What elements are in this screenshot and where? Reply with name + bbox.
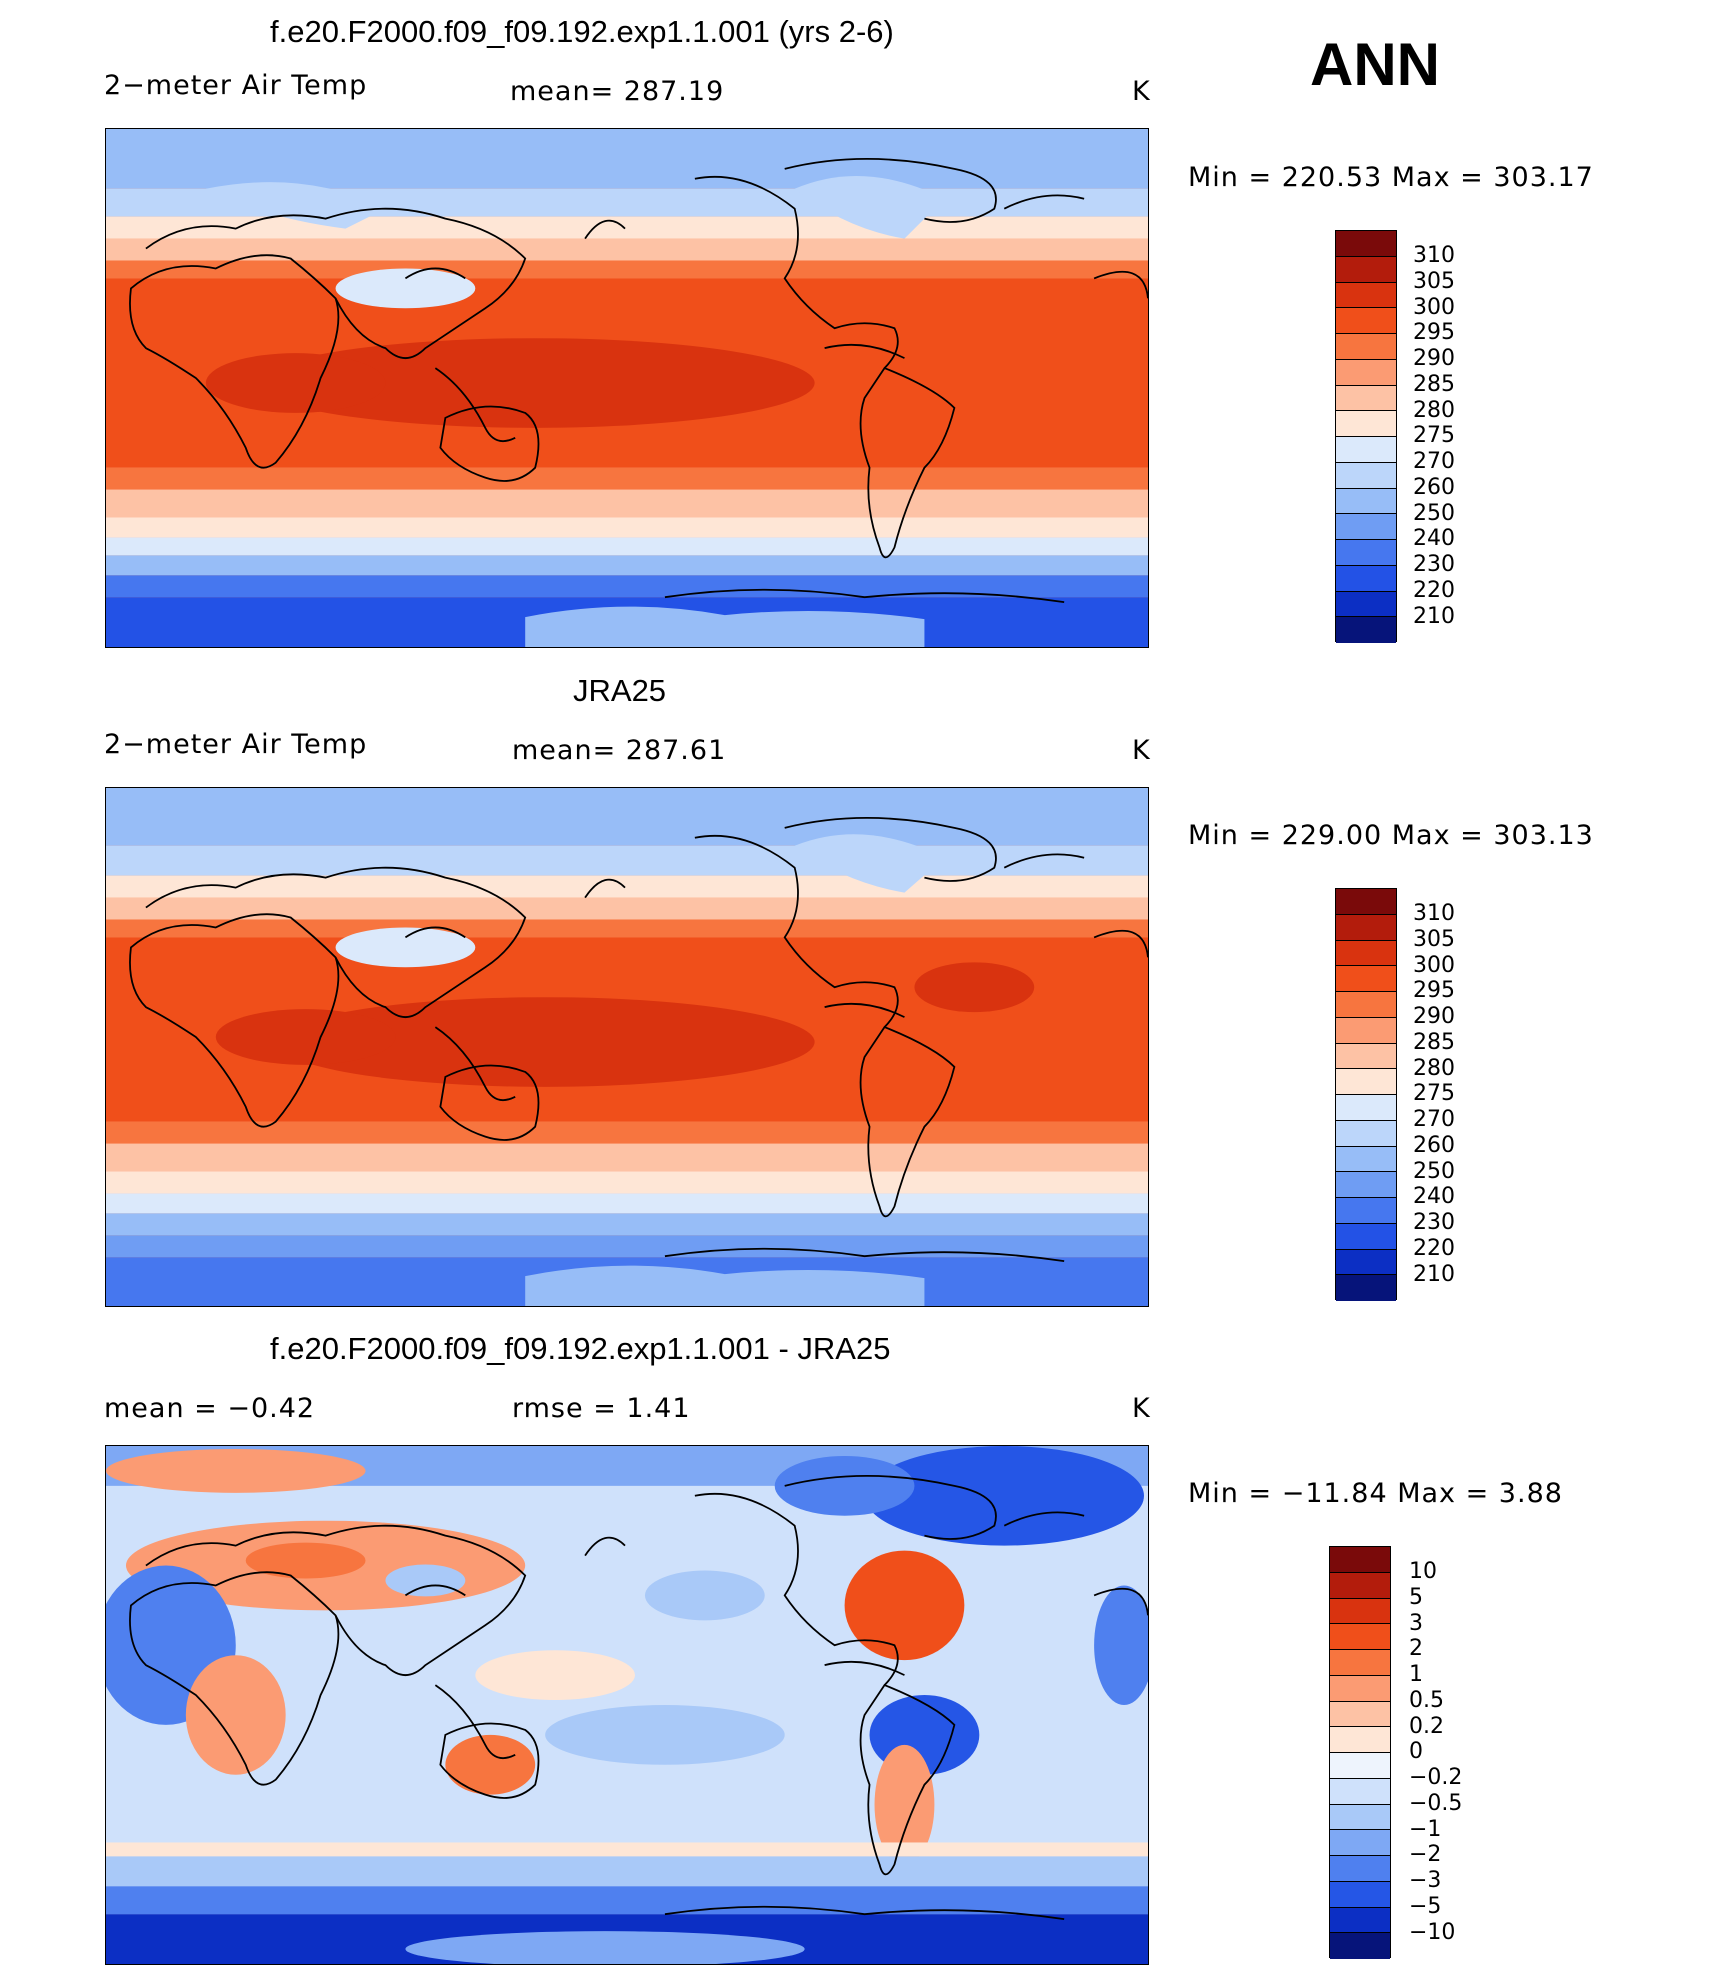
colorbar-tick: 0.2 (1409, 1714, 1444, 1739)
colorbar-tick: −10 (1409, 1920, 1456, 1945)
colorbar-tick: −0.5 (1409, 1791, 1463, 1816)
panel1-minmax-label: Min = 220.53 Max = 303.17 (1188, 162, 1594, 193)
colorbar-tick: 220 (1413, 1236, 1455, 1261)
colorbar-tick: 270 (1413, 449, 1455, 474)
panel1-units-label: K (1132, 76, 1151, 107)
panel3-units-label: K (1132, 1393, 1151, 1424)
colorbar-tick: 240 (1413, 526, 1455, 551)
panel2-minmax-label: Min = 229.00 Max = 303.13 (1188, 820, 1594, 851)
colorbar-tick: 310 (1413, 243, 1455, 268)
colorbar-tick: −0.2 (1409, 1765, 1463, 1790)
panel3-mean-label: mean = −0.42 (104, 1393, 316, 1424)
panel2-variable-label: 2−meter Air Temp (104, 729, 368, 760)
panel1-variable-label: 2−meter Air Temp (104, 70, 368, 101)
panel3-title: f.e20.F2000.f09_f09.192.exp1.1.001 - JRA… (270, 1331, 891, 1366)
colorbar-tick: 10 (1409, 1559, 1437, 1584)
panel2-mean-label: mean= 287.61 (512, 735, 727, 766)
colorbar-tick: 295 (1413, 320, 1455, 345)
colorbar-tick: 3 (1409, 1611, 1423, 1636)
colorbar-tick: 230 (1413, 552, 1455, 577)
colorbar-tick: −2 (1409, 1842, 1442, 1867)
colorbar-tick: 305 (1413, 927, 1455, 952)
panel2-colorbar (1335, 888, 1397, 1301)
panel3-minmax-label: Min = −11.84 Max = 3.88 (1188, 1478, 1563, 1509)
colorbar-tick: 210 (1413, 604, 1455, 629)
colorbar-tick: 260 (1413, 475, 1455, 500)
colorbar-tick: 2 (1409, 1636, 1423, 1661)
colorbar-tick: 240 (1413, 1184, 1455, 1209)
colorbar-tick: 285 (1413, 1030, 1455, 1055)
colorbar-tick: 1 (1409, 1662, 1423, 1687)
colorbar-tick: 280 (1413, 398, 1455, 423)
colorbar-tick: −3 (1409, 1868, 1442, 1893)
colorbar-tick: 275 (1413, 423, 1455, 448)
panel1-title: f.e20.F2000.f09_f09.192.exp1.1.001 (yrs … (270, 14, 894, 49)
panel3-colorbar (1329, 1546, 1391, 1959)
panel2-map (105, 787, 1149, 1307)
colorbar-tick: 290 (1413, 1004, 1455, 1029)
colorbar-tick: 270 (1413, 1107, 1455, 1132)
colorbar-tick: 275 (1413, 1081, 1455, 1106)
panel1-colorbar (1335, 230, 1397, 643)
season-label: ANN (1310, 31, 1440, 98)
colorbar-tick: 0.5 (1409, 1688, 1444, 1713)
colorbar-tick: 305 (1413, 269, 1455, 294)
panel1-map (105, 128, 1149, 648)
colorbar-tick: 290 (1413, 346, 1455, 371)
colorbar-tick: 300 (1413, 295, 1455, 320)
colorbar-tick: 280 (1413, 1056, 1455, 1081)
colorbar-tick: 295 (1413, 978, 1455, 1003)
colorbar-tick: 300 (1413, 953, 1455, 978)
panel3-rmse-label: rmse = 1.41 (512, 1393, 691, 1424)
panel3-map (105, 1445, 1149, 1965)
panel2-title: JRA25 (573, 673, 667, 708)
colorbar-tick: 0 (1409, 1739, 1423, 1764)
colorbar-tick: 210 (1413, 1262, 1455, 1287)
colorbar-tick: 285 (1413, 372, 1455, 397)
colorbar-tick: 220 (1413, 578, 1455, 603)
colorbar-tick: −5 (1409, 1894, 1442, 1919)
colorbar-tick: 5 (1409, 1585, 1423, 1610)
colorbar-tick: 310 (1413, 901, 1455, 926)
colorbar-tick: 250 (1413, 501, 1455, 526)
panel2-units-label: K (1132, 735, 1151, 766)
colorbar-tick: 230 (1413, 1210, 1455, 1235)
panel1-mean-label: mean= 287.19 (510, 76, 725, 107)
colorbar-tick: −1 (1409, 1817, 1442, 1842)
colorbar-tick: 250 (1413, 1159, 1455, 1184)
colorbar-tick: 260 (1413, 1133, 1455, 1158)
